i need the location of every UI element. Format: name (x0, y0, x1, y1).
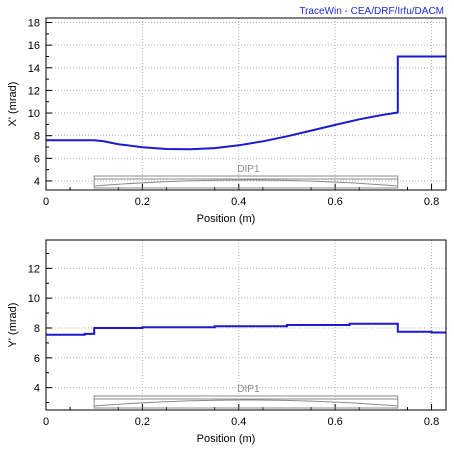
x-tick-label: 0.8 (424, 196, 439, 208)
series-line (46, 55, 446, 151)
y-tick-label: 8 (34, 323, 40, 335)
x-tick-label: 0.6 (328, 196, 343, 208)
y-axis-title: X' (mrad) (7, 82, 19, 127)
x-tick-label: 0 (43, 196, 49, 208)
x-tick-label: 0.4 (231, 196, 246, 208)
plot-frame (45, 239, 447, 411)
y-tick-label: 10 (28, 293, 40, 305)
y-tick-label: 6 (34, 353, 40, 365)
y-tick-label: 8 (34, 131, 40, 143)
y-tick-label: 16 (28, 40, 40, 52)
x-tick-label: 0.2 (135, 196, 150, 208)
y-tick-label: 18 (28, 18, 40, 30)
x-tick-label: 0.4 (231, 416, 246, 428)
x-tick-label: 0.2 (135, 416, 150, 428)
chart-y-prime: 0 0.2 0.4 0.6 0.8 4 6 8 10 12 DIP1 Position (m) Y' (… (7, 239, 447, 445)
element-box (93, 175, 399, 189)
y-tick-label: 12 (28, 263, 40, 275)
x-axis-title: Position (m) (197, 213, 256, 225)
x-tick-label: 0.6 (328, 416, 343, 428)
chart-x-prime: 0 0.2 0.4 0.6 0.8 4 6 8 10 12 14 16 18 DIP1 Position (… (7, 17, 447, 225)
element-box (93, 395, 399, 409)
x-tick-label: 0 (43, 416, 49, 428)
y-tick-label: 6 (34, 153, 40, 165)
element-arc (94, 179, 398, 187)
y-tick-label: 4 (34, 176, 40, 188)
element-label: DIP1 (237, 164, 260, 175)
x-axis-title: Position (m) (197, 433, 256, 445)
x-tick-label: 0.8 (424, 416, 439, 428)
plot-frame (45, 17, 447, 191)
y-tick-label: 14 (28, 63, 40, 75)
element-label: DIP1 (237, 384, 260, 395)
y-tick-label: 10 (28, 108, 40, 120)
y-tick-label: 4 (34, 383, 40, 395)
element-arc (94, 399, 398, 407)
series-line (46, 322, 446, 336)
y-axis-title: Y' (mrad) (7, 303, 19, 348)
y-tick-label: 12 (28, 85, 40, 97)
credit-text: TraceWin - CEA/DRF/Irfu/DACM (299, 6, 444, 17)
